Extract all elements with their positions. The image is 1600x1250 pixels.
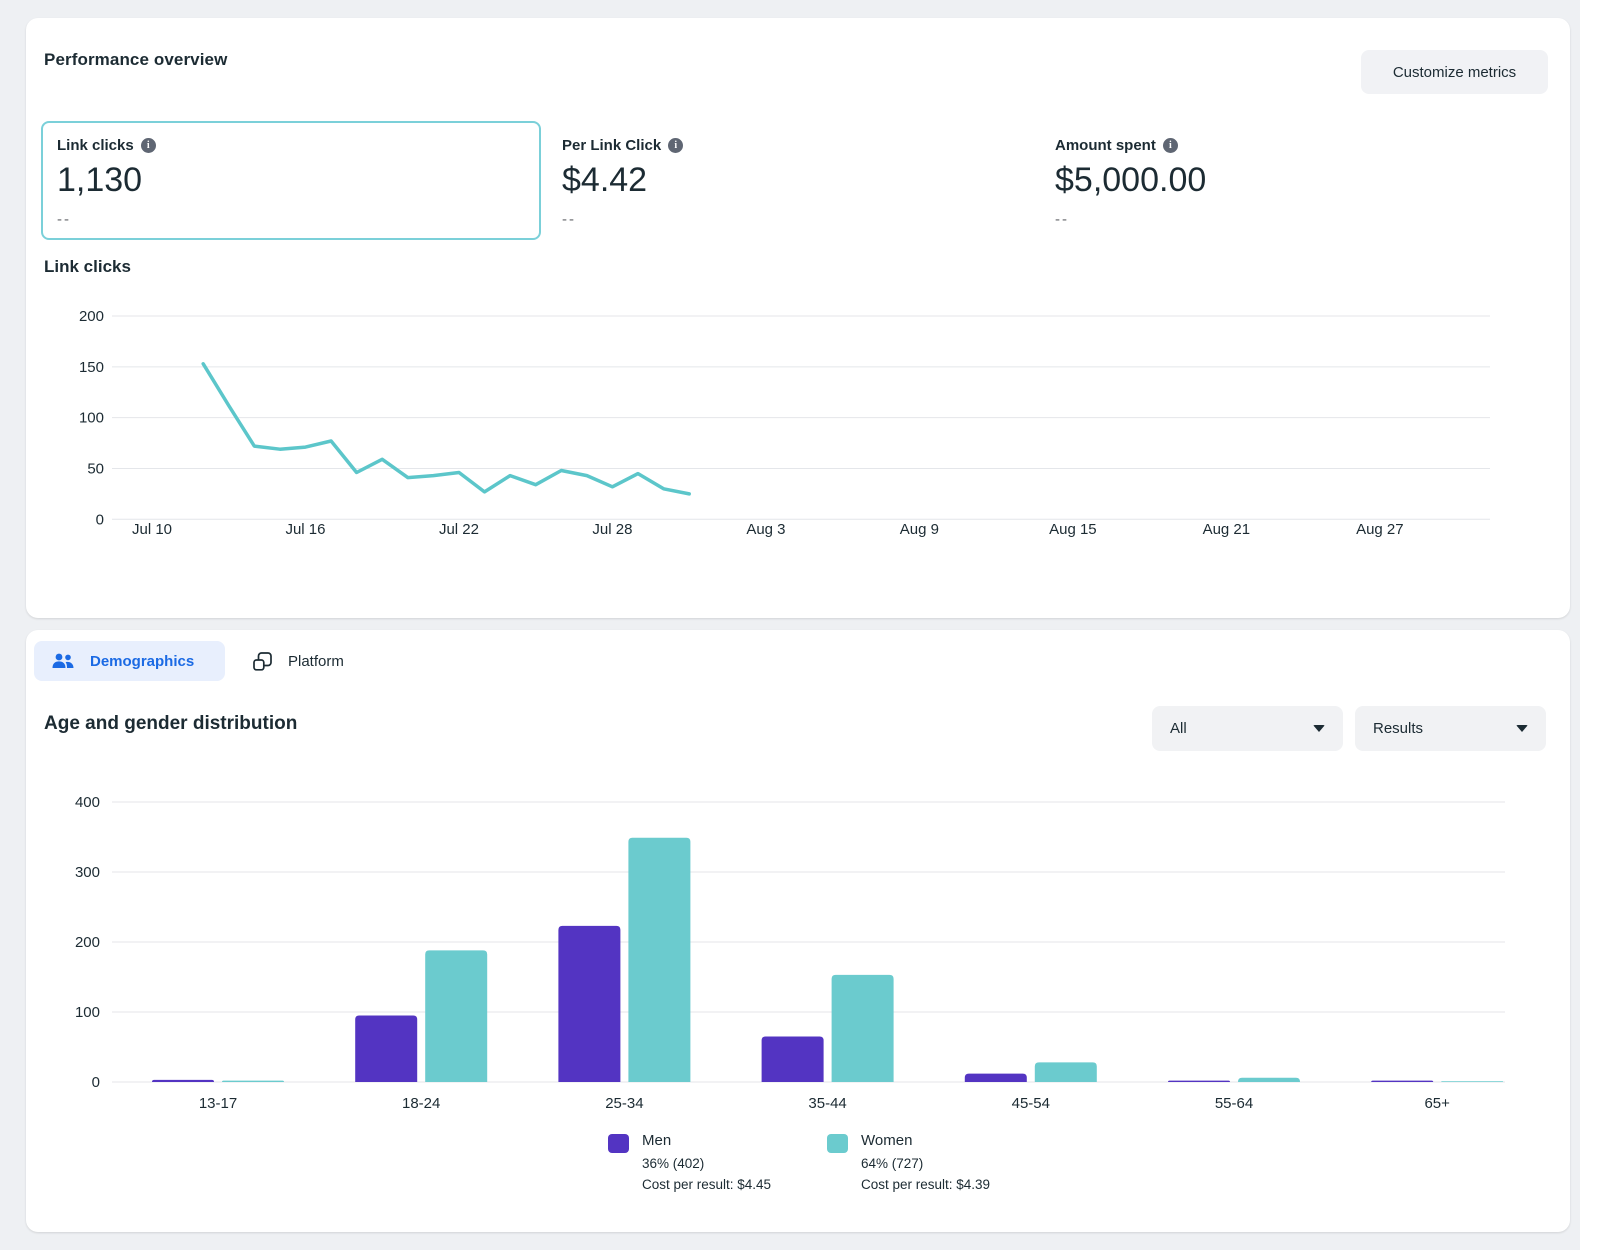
metric-label: Amount spent — [1055, 137, 1156, 154]
svg-text:Aug 9: Aug 9 — [900, 521, 939, 538]
metric-value: $4.42 — [562, 161, 648, 199]
metric-card-amount-spent[interactable]: Amount spent i $5,000.00 -- — [1055, 121, 1206, 228]
legend-item-women: Women 64% (727) Cost per result: $4.39 — [827, 1132, 990, 1192]
legend-share: 36% (402) — [642, 1156, 705, 1171]
svg-text:0: 0 — [96, 511, 104, 528]
line-chart-title: Link clicks — [44, 257, 131, 276]
breakdown-card: Demographics Platform Age and gender dis… — [26, 630, 1570, 1232]
customize-metrics-button[interactable]: Customize metrics — [1361, 50, 1548, 94]
caret-down-icon — [1516, 725, 1528, 732]
svg-text:45-54: 45-54 — [1012, 1095, 1050, 1112]
metric-card-link-clicks[interactable]: Link clicks i 1,130 -- — [41, 121, 541, 240]
svg-text:Aug 27: Aug 27 — [1356, 521, 1404, 538]
legend-name: Women — [861, 1132, 913, 1149]
svg-text:Aug 21: Aug 21 — [1203, 521, 1251, 538]
metric-delta: -- — [1055, 211, 1069, 228]
tab-demographics[interactable]: Demographics — [34, 641, 225, 681]
svg-text:35-44: 35-44 — [808, 1095, 846, 1112]
svg-text:Jul 16: Jul 16 — [285, 521, 325, 538]
svg-text:18-24: 18-24 — [402, 1095, 440, 1112]
breakdown-title: Age and gender distribution — [44, 713, 298, 734]
svg-text:200: 200 — [75, 934, 100, 951]
metric-delta: -- — [57, 211, 71, 228]
link-clicks-line-chart: 200 150 100 50 0 Jul 10 Jul 16 Jul 22 Jul 28 Aug … — [26, 288, 1570, 578]
svg-text:Jul 10: Jul 10 — [132, 521, 172, 538]
chart-legend: Men 36% (402) Cost per result: $4.45 Wom… — [26, 1132, 1570, 1222]
overlapping-squares-icon — [253, 651, 272, 671]
svg-text:Aug 3: Aug 3 — [746, 521, 785, 538]
info-icon[interactable]: i — [1162, 138, 1178, 153]
svg-text:150: 150 — [79, 359, 104, 376]
legend-item-men: Men 36% (402) Cost per result: $4.45 — [608, 1132, 771, 1192]
legend-name: Men — [642, 1132, 672, 1149]
dropdown-value: Results — [1373, 720, 1424, 737]
svg-text:50: 50 — [87, 460, 104, 477]
tab-demographics-label: Demographics — [90, 652, 195, 670]
metric-label: Per Link Click — [562, 137, 662, 154]
age-gender-bar-chart: 400 300 200 100 0 13-17 18-24 25-34 35-44 45-54 55… — [26, 770, 1570, 1120]
svg-text:25-34: 25-34 — [605, 1095, 643, 1112]
metric-value: $5,000.00 — [1055, 161, 1207, 199]
men-swatch — [608, 1134, 629, 1153]
svg-text:100: 100 — [79, 410, 104, 427]
svg-text:0: 0 — [92, 1074, 100, 1091]
performance-overview-title: Performance overview — [44, 50, 228, 69]
svg-text:13-17: 13-17 — [199, 1095, 237, 1112]
performance-overview-card: Performance overview Customize metrics L… — [26, 18, 1570, 618]
svg-text:100: 100 — [75, 1004, 100, 1021]
tab-platform-label: Platform — [288, 652, 344, 670]
scrollbar-track[interactable] — [1580, 0, 1600, 1250]
breakdown-filter-dropdown[interactable]: All — [1152, 706, 1343, 751]
metric-card-per-link-click[interactable]: Per Link Click i $4.42 -- — [562, 121, 684, 228]
caret-down-icon — [1313, 725, 1325, 732]
tab-platform[interactable]: Platform — [239, 641, 358, 681]
info-icon[interactable]: i — [668, 138, 684, 153]
info-icon[interactable]: i — [140, 138, 156, 153]
metric-label: Link clicks — [57, 137, 134, 154]
svg-text:300: 300 — [75, 864, 100, 881]
svg-text:400: 400 — [75, 794, 100, 811]
legend-share: 64% (727) — [861, 1156, 924, 1171]
svg-text:55-64: 55-64 — [1215, 1095, 1253, 1112]
dropdown-value: All — [1170, 720, 1187, 737]
svg-text:200: 200 — [79, 308, 104, 325]
svg-text:Jul 22: Jul 22 — [439, 521, 479, 538]
people-icon — [52, 653, 74, 668]
women-swatch — [827, 1134, 848, 1153]
svg-text:Aug 15: Aug 15 — [1049, 521, 1097, 538]
metric-value: 1,130 — [57, 161, 143, 199]
svg-text:Jul 28: Jul 28 — [592, 521, 632, 538]
metric-delta: -- — [562, 211, 576, 228]
svg-text:65+: 65+ — [1424, 1095, 1450, 1112]
legend-cost: Cost per result: $4.39 — [861, 1177, 991, 1192]
metric-select-dropdown[interactable]: Results — [1355, 706, 1546, 751]
legend-cost: Cost per result: $4.45 — [642, 1177, 772, 1192]
